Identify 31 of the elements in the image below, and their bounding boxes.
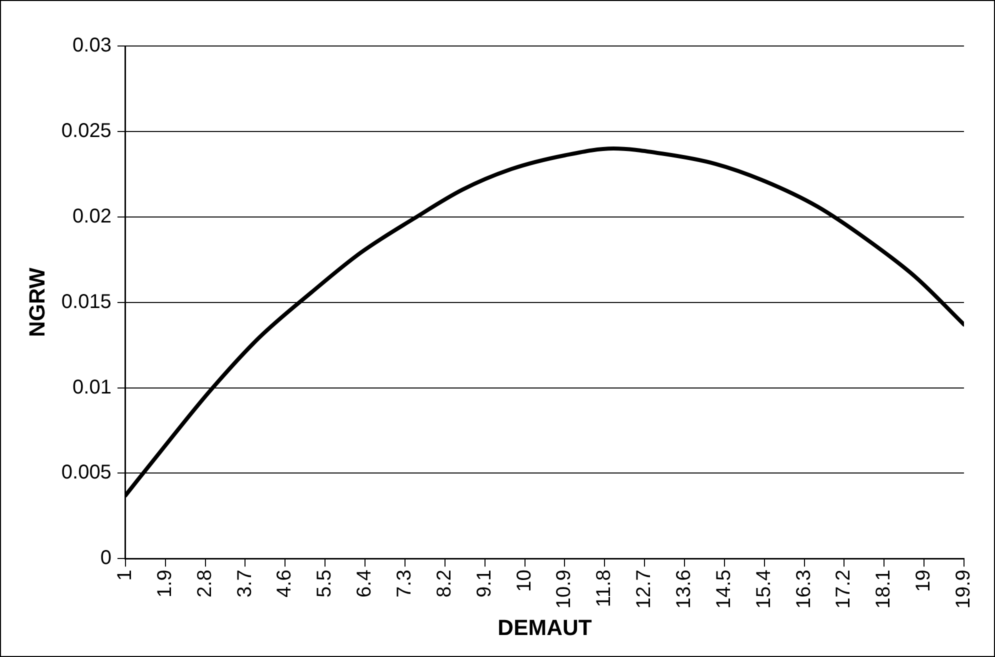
x-tick-label: 4.6	[274, 570, 296, 598]
x-tick-label: 9.1	[473, 570, 496, 598]
x-tick-label: 17.2	[832, 570, 855, 609]
x-tick-label: 13.6	[673, 570, 695, 609]
x-tick-label: 6.4	[354, 570, 376, 598]
y-tick-label: 0	[100, 547, 112, 570]
y-tick-label: 0.015	[61, 290, 112, 313]
x-tick-label: 12.7	[633, 570, 656, 609]
x-tick-label: 5.5	[314, 570, 336, 598]
x-tick-label: 16.3	[792, 570, 815, 609]
x-tick-label: 1	[114, 570, 136, 581]
x-tick-label: 10.9	[553, 570, 576, 609]
x-tick-label: 8.2	[433, 570, 456, 598]
x-tick-label: 1.9	[154, 570, 176, 598]
y-tick-label: 0.025	[61, 120, 112, 142]
x-tick-label: 19.9	[952, 570, 975, 609]
y-tick-label: 0.005	[61, 462, 112, 484]
x-axis-title: DEMAUT	[498, 614, 592, 640]
y-axis-title: NGRW	[24, 267, 50, 337]
x-tick-label: 18.1	[872, 570, 895, 609]
x-tick-label: 2.8	[194, 570, 216, 598]
y-tick-label: 0.01	[72, 376, 112, 398]
y-tick-label: 0.03	[72, 34, 112, 57]
x-tick-label: 10	[513, 570, 536, 592]
y-tick-label: 0.02	[72, 205, 112, 228]
x-tick-label: 19	[912, 570, 935, 592]
x-tick-label: 3.7	[234, 570, 256, 598]
x-tick-label: 15.4	[752, 570, 775, 609]
x-tick-label: 14.5	[712, 570, 735, 609]
x-tick-label: 7.3	[393, 570, 416, 598]
x-tick-label: 11.8	[593, 570, 616, 608]
